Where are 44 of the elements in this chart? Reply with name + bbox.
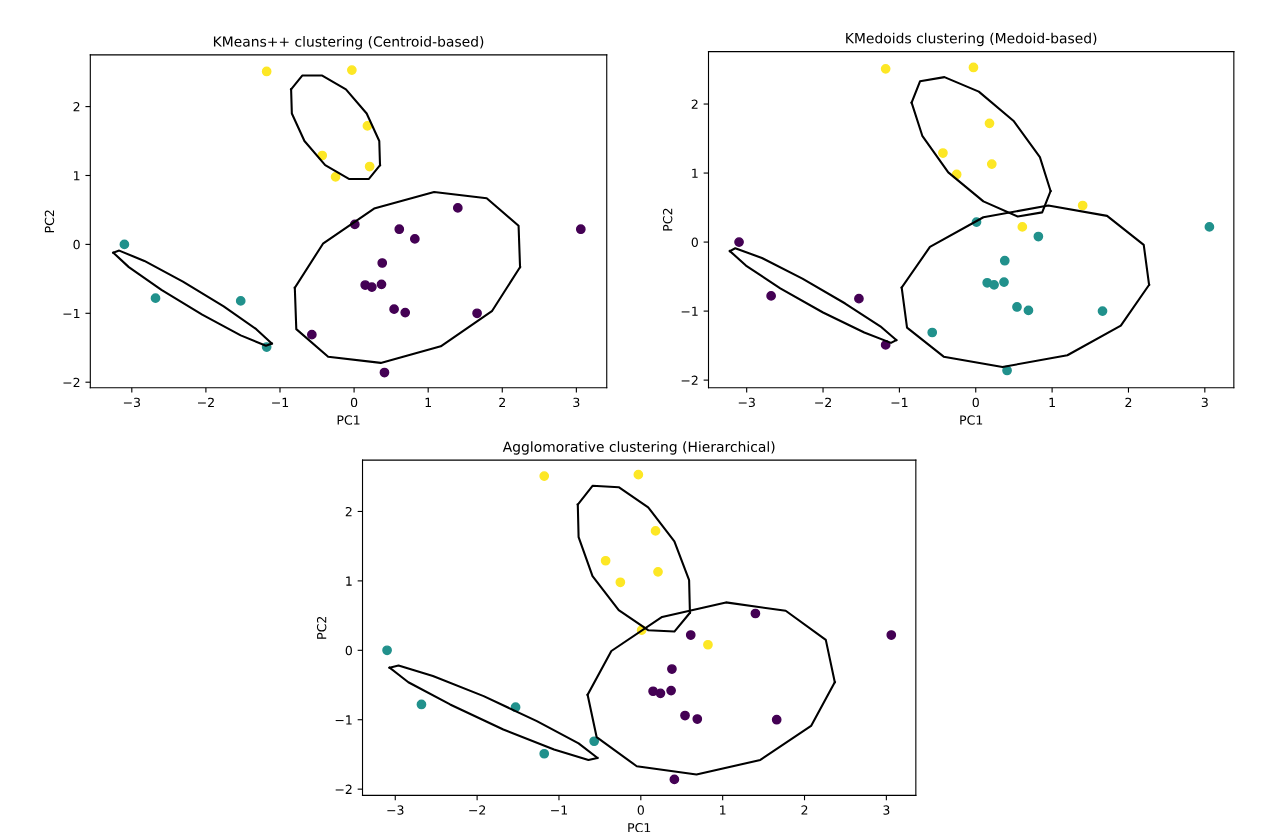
x-tick-label: −3	[738, 397, 755, 408]
x-tick-label: 3	[573, 397, 580, 408]
y-tick-label: −2	[681, 375, 698, 385]
x-tick-label: 2	[801, 805, 808, 815]
x-tick-label: −2	[815, 397, 831, 407]
y-tick-label: 2	[691, 99, 698, 109]
x-tick-label: −2	[469, 805, 486, 815]
y-tick-label: −1	[681, 306, 698, 316]
y-tick-label: 1	[692, 168, 698, 178]
chart-title: Agglomorative clustering (Hierarchical)	[502, 441, 775, 455]
y-tick-label: 2	[345, 506, 352, 517]
x-tick-label: 0	[972, 397, 979, 408]
y-tick-label: −1	[63, 308, 80, 319]
chart-title: KMeans++ clustering (Centroid-based)	[213, 36, 484, 50]
x-tick-label: 2	[1125, 397, 1132, 407]
y-tick-label: 0	[691, 237, 698, 248]
x-axis-title: PC1	[628, 822, 651, 832]
y-tick-label: −2	[63, 377, 80, 387]
x-tick-label: −3	[387, 805, 404, 815]
x-tick-label: 1	[1049, 397, 1055, 407]
y-tick-label: 0	[73, 239, 80, 250]
x-tick-label: 1	[720, 805, 726, 815]
y-axis-title: PC2	[662, 208, 673, 231]
y-tick-label: 0	[345, 645, 352, 656]
x-tick-label: −3	[123, 397, 141, 408]
x-tick-label: 3	[1201, 397, 1208, 408]
y-tick-label: 2	[73, 102, 80, 112]
x-axis-title: PC1	[337, 415, 360, 425]
x-tick-label: −2	[198, 397, 214, 407]
y-axis-title: PC2	[44, 210, 55, 233]
x-tick-label: 3	[883, 805, 890, 815]
x-tick-label: −1	[272, 397, 289, 407]
y-tick-label: −1	[335, 715, 352, 725]
x-axis-title: PC1	[960, 415, 983, 425]
x-tick-label: 2	[499, 397, 505, 407]
chart-title: KMedoids clustering (Medoid-based)	[846, 32, 1097, 47]
y-axis-title: PC2	[316, 616, 327, 639]
y-tick-label: 1	[346, 576, 352, 586]
x-tick-label: 1	[425, 397, 431, 407]
x-tick-label: 0	[637, 805, 644, 815]
y-tick-label: −2	[335, 784, 352, 794]
x-tick-label: −1	[891, 397, 908, 407]
x-tick-label: −1	[551, 805, 568, 815]
y-tick-label: 1	[74, 171, 80, 181]
